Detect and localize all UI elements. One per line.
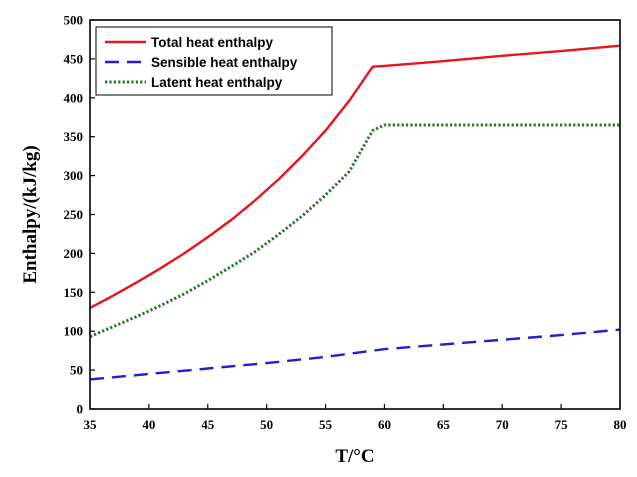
legend-label: Sensible heat enthalpy (151, 55, 298, 70)
y-tick-label: 200 (64, 246, 84, 261)
legend: Total heat enthalpy Sensible heat enthalp… (95, 26, 333, 96)
x-tick-label: 50 (260, 417, 273, 432)
y-tick-label: 450 (64, 51, 84, 66)
x-tick-label: 60 (378, 417, 391, 432)
y-tick-label: 100 (64, 324, 84, 339)
series-line-latent-heat-enthalpy (89, 123, 620, 338)
y-tick-label: 400 (64, 90, 84, 105)
x-tick-label: 55 (319, 417, 333, 432)
series-line-total-heat-enthalpy (89, 44, 621, 309)
ticks-layer: 35 40 45 50 55 60 65 70 75 80 0 50 100 150 200 250 300 35… (64, 13, 627, 433)
y-tick-label: 0 (77, 402, 84, 417)
y-tick-label: 150 (64, 285, 84, 300)
x-tick-label: 65 (437, 417, 451, 432)
x-tick-label: 40 (142, 417, 155, 432)
x-tick-label: 35 (84, 417, 98, 432)
x-tick-label: 45 (201, 417, 215, 432)
plot-layer (89, 44, 621, 381)
legend-label: Total heat enthalpy (151, 35, 274, 50)
x-axis-title: T/°C (335, 446, 374, 467)
legend-label: Latent heat enthalpy (151, 75, 283, 90)
y-tick-label: 350 (64, 129, 84, 144)
series-line-sensible-heat-enthalpy (89, 328, 621, 381)
x-tick-label: 80 (614, 417, 627, 432)
x-tick-label: 75 (555, 417, 569, 432)
y-tick-label: 500 (64, 13, 84, 28)
y-tick-label: 250 (64, 207, 84, 222)
x-tick-label: 70 (496, 417, 509, 432)
y-tick-label: 50 (70, 363, 83, 378)
y-tick-label: 300 (64, 168, 84, 183)
y-axis-title: Enthalpy/(kJ/kg) (20, 145, 41, 283)
